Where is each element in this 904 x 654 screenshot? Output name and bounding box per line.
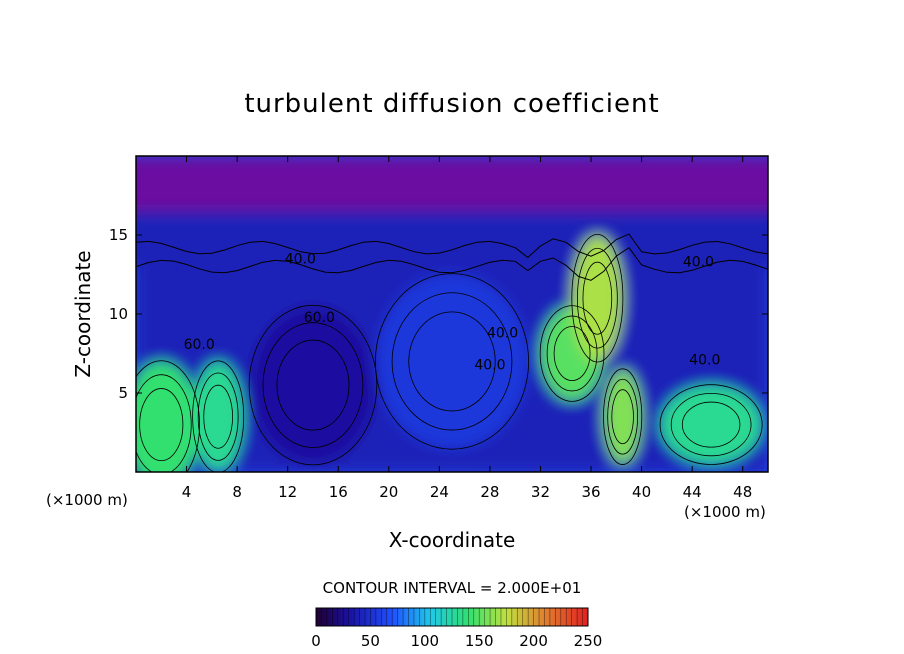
- contour-ring-5-2: [546, 315, 598, 392]
- contour-ring-7-2: [136, 374, 192, 472]
- x-axis-unit-right: (×1000 m): [684, 503, 766, 521]
- colorbar-tick-label-200: 200: [519, 632, 548, 650]
- contour-ring-6-2: [670, 392, 752, 457]
- x-tick-label-44: 44: [683, 483, 702, 501]
- contour-ring-4-2: [391, 292, 513, 431]
- chart-title: turbulent diffusion coefficient: [244, 89, 659, 119]
- contour-interval-label: CONTOUR INTERVAL = 2.000E+01: [323, 579, 582, 597]
- contour-ring-7-1: [139, 388, 184, 462]
- colorbar-tick-label-150: 150: [465, 632, 494, 650]
- upper-shear-band: [136, 211, 768, 267]
- contour-ring-3-1: [276, 339, 350, 431]
- x-tick-label-40: 40: [632, 483, 651, 501]
- colorbar-tick-label-50: 50: [361, 632, 380, 650]
- contour-ring-6-1: [681, 401, 741, 448]
- x-tick-label-4: 4: [182, 483, 192, 501]
- contour-label-4: 40.0: [474, 357, 505, 373]
- contour-label-5: 40.0: [689, 353, 720, 369]
- contour-ring-8-2: [197, 372, 239, 461]
- eddy-6: [660, 385, 762, 465]
- colorbar-stripes: [321, 608, 583, 626]
- colorbar: 0 50 100 150 200 250: [311, 607, 602, 650]
- contour-ring-8-1: [203, 384, 233, 449]
- contour-ring-9-3: [571, 233, 624, 363]
- eddy-4: [376, 274, 528, 449]
- contour-ring-3-3: [248, 304, 378, 466]
- contour-ring-7-3: [136, 360, 200, 472]
- contour-ring-9-1: [582, 261, 613, 335]
- y-tick-label-10: 10: [109, 305, 128, 323]
- contour-ring-10-1: [611, 389, 634, 445]
- x-tick-label-16: 16: [329, 483, 348, 501]
- contour-label-0: 40.0: [285, 251, 316, 267]
- contour-label-3: 40.0: [487, 326, 518, 342]
- band-contour-1: [136, 233, 768, 259]
- contour-ring-9-2: [576, 247, 618, 349]
- contour-ring-6-3: [659, 384, 763, 465]
- eddy-7: [136, 361, 200, 472]
- contour-ring-5-1: [553, 326, 591, 381]
- contour-ring-10-2: [607, 378, 639, 455]
- band-contour-0: [136, 247, 768, 281]
- y-tick-label-15: 15: [109, 226, 128, 244]
- x-tick-label-8: 8: [232, 483, 242, 501]
- eddy-3: [249, 306, 377, 465]
- contour-label-2: 60.0: [184, 337, 215, 353]
- y-axis: 5 10 15: [109, 226, 768, 402]
- colorbar-tick-label-100: 100: [410, 632, 439, 650]
- eddy-8: [192, 361, 244, 472]
- plot-area: 40.0 60.0 60.0 40.0 40.0 40.0 40.0: [136, 156, 768, 472]
- x-axis-unit-left: (×1000 m): [46, 491, 128, 509]
- colorbar-tick-label-0: 0: [311, 632, 321, 650]
- contour-label-1: 60.0: [304, 310, 335, 326]
- plume-10: [603, 369, 642, 465]
- colorbar-tick-label-250: 250: [574, 632, 603, 650]
- contour-ring-10-3: [603, 368, 643, 465]
- field-features: [136, 156, 768, 472]
- plume-9: [572, 235, 623, 362]
- contour-ring-8-3: [192, 360, 245, 472]
- x-axis-label: X-coordinate: [389, 528, 516, 552]
- x-tick-label-24: 24: [430, 483, 449, 501]
- x-tick-label-48: 48: [733, 483, 752, 501]
- x-tick-label-32: 32: [531, 483, 550, 501]
- colorbar-frame: [315, 607, 589, 627]
- contour-label-6: 40.0: [683, 255, 714, 271]
- x-tick-label-36: 36: [581, 483, 600, 501]
- contour-ring-3-2: [262, 322, 364, 448]
- contour-ring-4-1: [408, 311, 496, 412]
- contour-labels: 40.0 60.0 60.0 40.0 40.0 40.0 40.0: [184, 251, 721, 373]
- x-tick-label-20: 20: [379, 483, 398, 501]
- y-tick-label-5: 5: [118, 384, 128, 402]
- contour-lines: [136, 233, 768, 472]
- contour-ring-4-3: [375, 273, 529, 450]
- x-tick-label-28: 28: [480, 483, 499, 501]
- x-axis: 4 8 12 16 20 24 28 32 36 40 44 48: [182, 156, 752, 501]
- x-tick-label-12: 12: [278, 483, 297, 501]
- colorbar-ticks: 0 50 100 150 200 250: [311, 632, 602, 650]
- y-axis-label: Z-coordinate: [71, 250, 95, 377]
